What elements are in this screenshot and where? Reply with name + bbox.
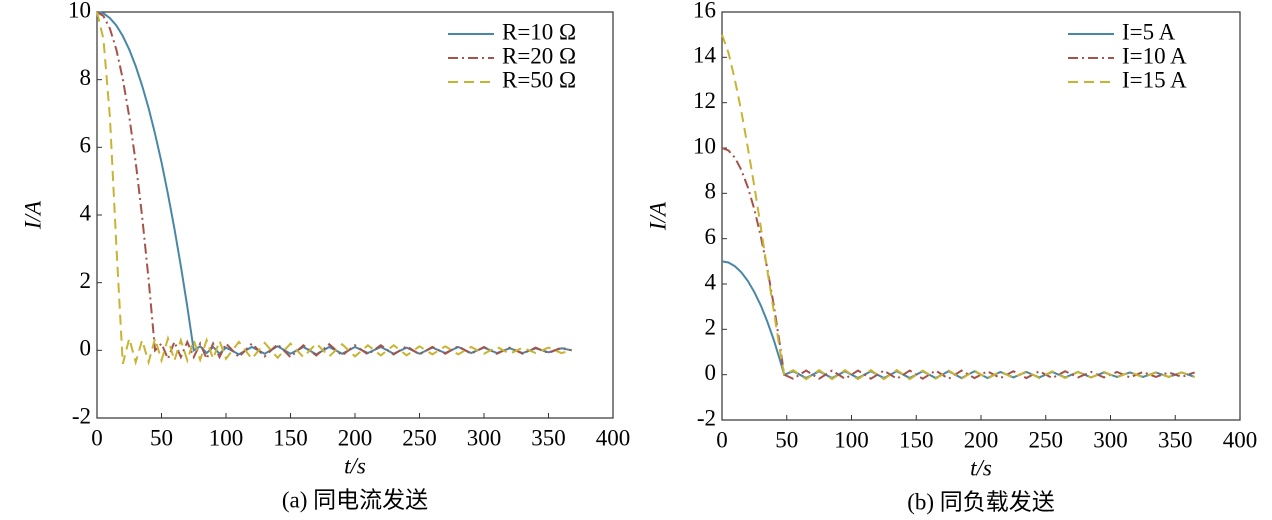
y-axis-label: I/A [645,201,670,231]
x-axis-label: t/s [344,453,366,478]
x-tick-label: 200 [964,427,999,452]
x-tick-label: 0 [91,425,103,450]
x-tick-label: 400 [596,425,631,450]
x-tick-label: 250 [1029,427,1064,452]
x-tick-label: 300 [1093,427,1128,452]
legend-label: I=15 A [1122,67,1187,92]
x-tick-label: 200 [338,425,373,450]
y-tick-label: 12 [693,88,716,113]
y-tick-label: 16 [693,0,716,22]
data-line [96,11,572,362]
y-tick-label: 6 [80,133,92,158]
x-tick-label: 250 [402,425,437,450]
data-line [96,11,572,356]
subplot-caption: (b) 同负载发送 [907,489,1055,514]
data-line [721,260,1196,380]
y-tick-label: 0 [80,336,92,361]
y-tick-label: 2 [705,315,717,340]
x-tick-label: 100 [209,425,244,450]
y-tick-label: -2 [72,403,91,428]
y-tick-label: 4 [80,200,92,225]
legend-label: R=10 Ω [502,19,576,44]
x-tick-label: 150 [899,427,934,452]
y-tick-label: -2 [697,405,716,430]
x-tick-label: 350 [531,425,566,450]
x-tick-label: 400 [1223,427,1258,452]
data-line [96,11,572,366]
legend-label: R=20 Ω [502,43,576,68]
x-tick-label: 150 [273,425,308,450]
x-axis-label: t/s [970,455,992,480]
x-tick-label: 350 [1158,427,1193,452]
legend-label: I=10 A [1122,43,1187,68]
legend-label: R=50 Ω [502,67,576,92]
x-tick-label: 0 [716,427,728,452]
x-tick-label: 50 [150,425,173,450]
x-tick-label: 100 [834,427,869,452]
y-tick-label: 8 [705,179,717,204]
y-tick-label: 8 [80,65,92,90]
x-tick-label: 300 [467,425,502,450]
data-line [721,34,1196,381]
y-tick-label: 0 [705,360,717,385]
y-tick-label: 2 [80,268,92,293]
y-tick-label: 4 [705,269,717,294]
x-tick-label: 50 [775,427,798,452]
data-line [721,147,1196,380]
subplot-caption: (a) 同电流发送 [282,487,428,512]
y-tick-label: 6 [705,224,717,249]
y-tick-label: 14 [693,43,717,68]
y-tick-label: 10 [68,0,91,22]
y-axis-label: I/A [20,200,45,230]
y-tick-label: 10 [693,133,716,158]
legend-label: I=5 A [1122,19,1176,44]
